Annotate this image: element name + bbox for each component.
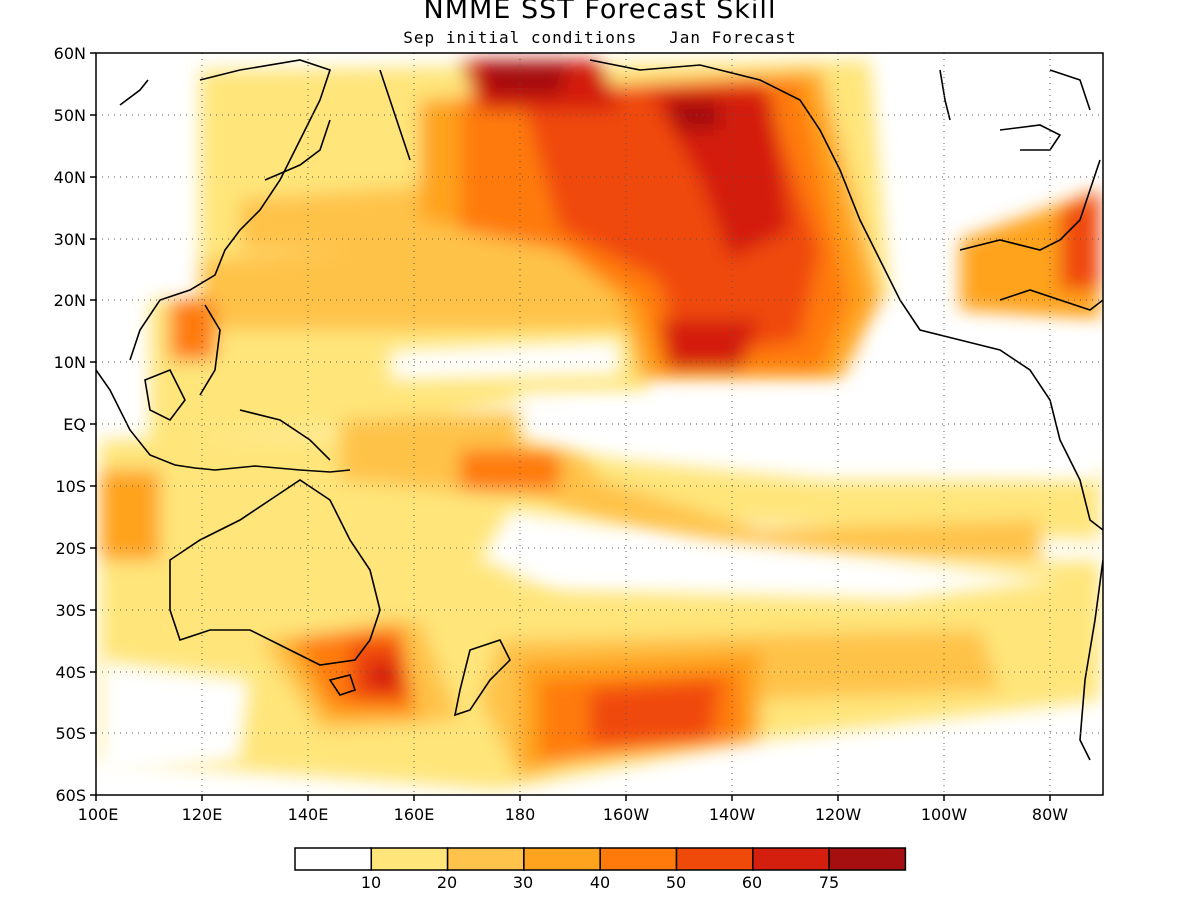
colorbar-swatch: [599, 847, 678, 871]
colorbar-swatch: [675, 847, 754, 871]
colorbar-swatch: [828, 847, 907, 871]
lon-tick-label: 120E: [182, 805, 223, 824]
lat-tick-label: EQ: [63, 415, 86, 434]
lat-tick-label: 60S: [55, 786, 86, 805]
lat-tick-label: 30S: [55, 601, 86, 620]
lat-tick-label: 20S: [55, 539, 86, 558]
axis-ticks: [90, 52, 1051, 801]
skill-field: [96, 53, 1103, 795]
colorbar-label: 10: [361, 873, 381, 892]
lon-tick-label: 100E: [78, 805, 119, 824]
lon-tick-label: 160E: [394, 805, 435, 824]
lat-tick-label: 20N: [54, 291, 86, 310]
colorbar-swatch: [294, 847, 373, 871]
lon-tick-label: 100W: [921, 805, 968, 824]
colorbar-label: 60: [742, 873, 762, 892]
colorbar-swatch: [370, 847, 449, 871]
lon-tick-label: 140W: [709, 805, 756, 824]
lat-tick-label: 40N: [54, 168, 86, 187]
lon-tick-label: 180: [505, 805, 536, 824]
lon-axis: 100E 120E 140E 160E 180 160W 140W 120W 1…: [78, 805, 1069, 824]
colorbar-label: 40: [590, 873, 610, 892]
lat-tick-label: 30N: [54, 230, 86, 249]
colorbar-swatch: [446, 847, 525, 871]
lon-tick-label: 120W: [815, 805, 862, 824]
colorbar: 10 20 30 40 50 60 75: [294, 847, 907, 892]
lat-tick-label: 10N: [54, 353, 86, 372]
colorbar-label: 30: [513, 873, 533, 892]
lat-axis: 60N 50N 40N 30N 20N 10N EQ 10S 20S 30S 4…: [54, 44, 86, 805]
colorbar-label: 75: [819, 873, 839, 892]
colorbar-swatch: [523, 847, 601, 871]
gridlines: [96, 53, 1103, 795]
colorbar-swatch: [752, 847, 830, 871]
lat-tick-label: 10S: [55, 477, 86, 496]
map-title: NMME SST Forecast Skill: [423, 0, 777, 25]
lat-tick-label: 50N: [54, 106, 86, 125]
lat-tick-label: 40S: [55, 663, 86, 682]
lat-tick-label: 50S: [55, 724, 86, 743]
lat-tick-label: 60N: [54, 44, 86, 63]
colorbar-label: 50: [666, 873, 686, 892]
lon-tick-label: 140E: [288, 805, 329, 824]
colorbar-label: 20: [437, 873, 457, 892]
coastlines: [96, 59, 1103, 761]
lon-tick-label: 160W: [603, 805, 650, 824]
lon-tick-label: 80W: [1032, 805, 1068, 824]
map-subtitle: Sep initial conditions Jan Forecast: [403, 28, 797, 47]
